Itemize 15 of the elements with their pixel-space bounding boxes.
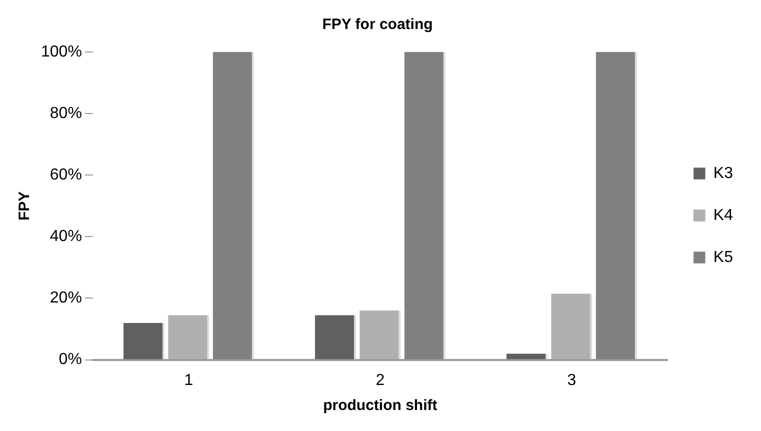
y-tick-label: 40% — [50, 228, 82, 246]
y-tick-label: 80% — [50, 104, 82, 122]
x-axis-title: production shift — [323, 397, 438, 414]
legend-label: K3 — [713, 164, 734, 182]
y-tick-label: 0% — [58, 351, 82, 368]
legend-label: K5 — [713, 248, 734, 266]
y-tick-label: 100% — [41, 43, 82, 60]
y-axis-title: FPY — [16, 191, 34, 220]
x-tick-label: 1 — [184, 372, 194, 389]
y-tick-label: 20% — [50, 290, 82, 307]
y-tick-label: 60% — [50, 166, 82, 184]
x-tick-label: 2 — [376, 372, 385, 389]
chart-title: FPY for coating — [322, 16, 433, 34]
legend-label: K4 — [713, 206, 734, 224]
x-tick-label: 3 — [567, 372, 576, 389]
